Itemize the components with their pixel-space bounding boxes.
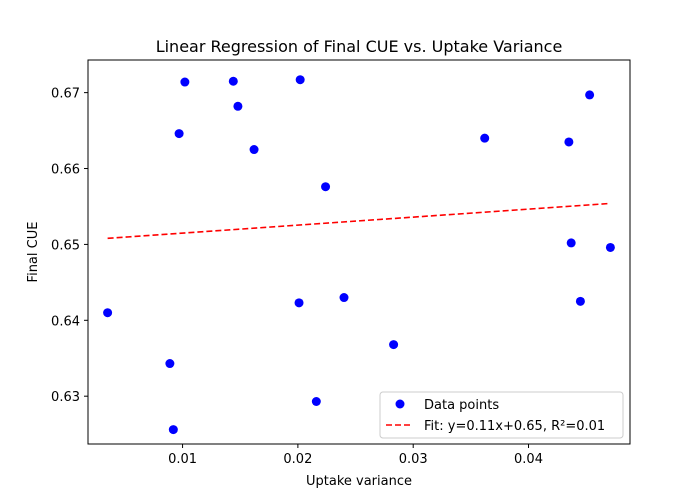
data-point (339, 293, 349, 303)
legend: Data points Fit: y=0.11x+0.65, R²=0.01 (379, 391, 624, 439)
y-tick-label: 0.64 (51, 314, 80, 329)
data-point (294, 298, 304, 308)
x-axis-label: Uptake variance (306, 474, 412, 489)
data-point (228, 76, 238, 86)
legend-marker-data-points (395, 399, 405, 409)
data-point (321, 182, 331, 192)
data-point (180, 77, 190, 87)
chart-title: Linear Regression of Final CUE vs. Uptak… (156, 37, 563, 56)
data-point (585, 90, 595, 100)
y-tick-label: 0.65 (51, 238, 80, 253)
data-point (575, 296, 585, 306)
data-point (295, 75, 305, 85)
y-tick-label: 0.63 (51, 390, 80, 405)
x-tick-label: 0.04 (514, 452, 543, 467)
fit-line (107, 202, 611, 240)
y-tick-label: 0.66 (51, 163, 80, 178)
data-point (103, 308, 113, 318)
data-point (165, 359, 175, 369)
data-point (564, 137, 574, 147)
x-tick-label: 0.02 (283, 452, 312, 467)
data-point (389, 340, 399, 350)
x-tick-label: 0.03 (399, 452, 428, 467)
y-axis: 0.63 0.64 0.65 0.66 0.67 (51, 87, 88, 405)
legend-label-fit-line: Fit: y=0.11x+0.65, R²=0.01 (424, 419, 605, 434)
data-point (605, 242, 615, 252)
legend-box (379, 391, 624, 439)
marks-layer (103, 75, 615, 435)
plot-area (87, 59, 631, 445)
data-point (311, 397, 321, 407)
data-point (233, 101, 243, 111)
y-axis-label: Final CUE (26, 222, 41, 283)
plot-frame (87, 59, 631, 445)
data-point (249, 145, 259, 155)
y-tick-label: 0.67 (51, 87, 80, 102)
data-point (174, 129, 184, 139)
data-point (566, 238, 576, 248)
x-tick-label: 0.01 (168, 452, 197, 467)
data-point (168, 425, 178, 435)
data-point (480, 133, 490, 143)
legend-label-data-points: Data points (424, 398, 499, 413)
x-axis: 0.01 0.02 0.03 0.04 (168, 444, 543, 467)
